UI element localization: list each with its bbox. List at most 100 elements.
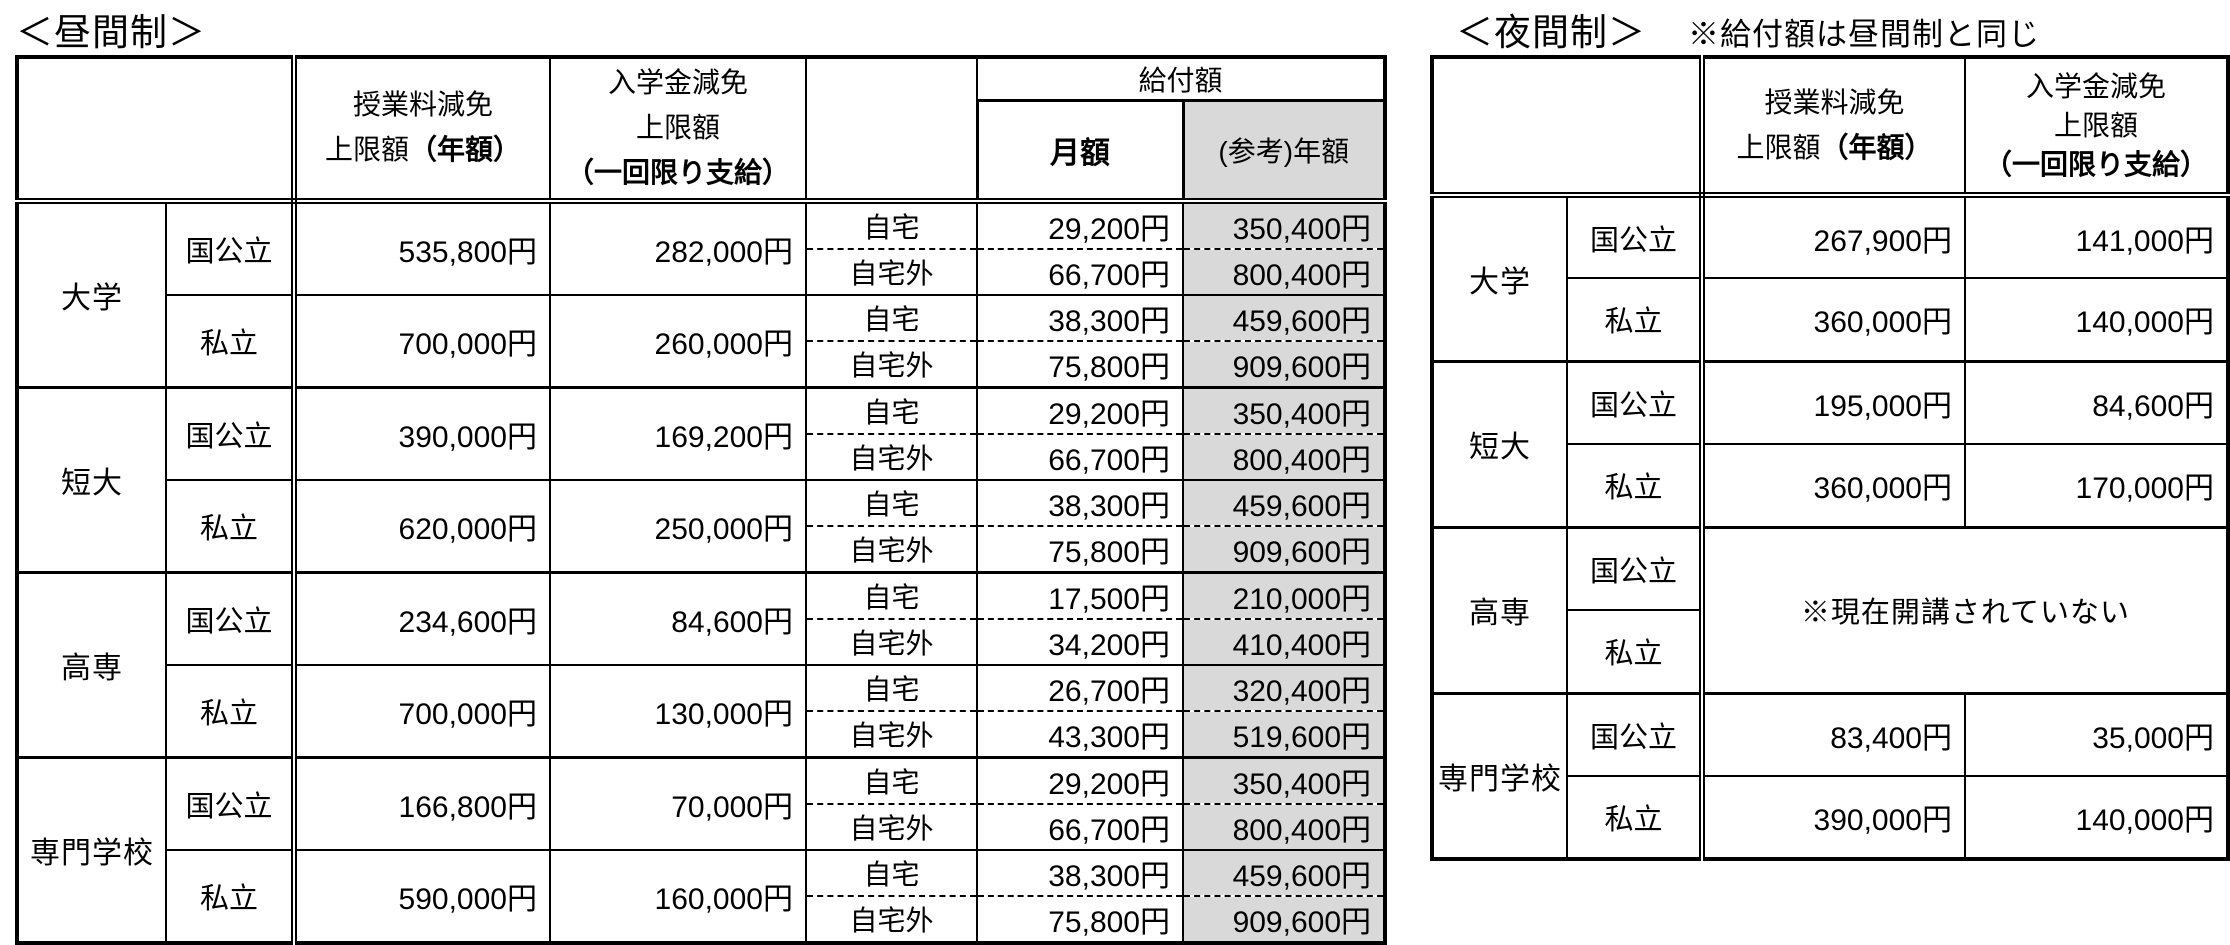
- tuition-cap-cell: 234,600円: [293, 571, 551, 666]
- residence-label-cell: 自宅: [805, 663, 978, 712]
- admission-cap-cell: 260,000円: [549, 293, 807, 389]
- not-offered-note-cell: ※現在開講されていない: [1701, 526, 2229, 695]
- school-type-cell: 私立: [1566, 775, 1705, 861]
- residence-label-cell: 自宅: [805, 386, 978, 435]
- school-type-cell: 国公立: [165, 199, 297, 296]
- tuition-cap-cell: 360,000円: [1701, 443, 1966, 529]
- school-type-cell: 私立: [165, 663, 297, 759]
- annual-amount-cell: 410,400円: [1181, 618, 1387, 666]
- monthly-amount-cell: 38,300円: [976, 293, 1184, 342]
- admission-cap-header: 入学金減免 上限額 （一回限り支給）: [1964, 56, 2229, 198]
- category-cell: 高専: [16, 571, 167, 759]
- admission-cap-cell: 282,000円: [549, 199, 807, 296]
- admission-cap-cell: 141,000円: [1964, 194, 2229, 279]
- tuition-cap-cell: 590,000円: [293, 848, 551, 944]
- tuition-cap-cell: 700,000円: [293, 663, 551, 759]
- school-type-cell: 私立: [1566, 443, 1705, 529]
- category-cell: 短大: [1431, 360, 1568, 529]
- annual-amount-cell: 350,400円: [1181, 199, 1387, 250]
- monthly-amount-cell: 29,200円: [976, 756, 1184, 805]
- admission-cap-cell: 70,000円: [549, 756, 807, 851]
- admission-cap-cell: 160,000円: [549, 848, 807, 944]
- annual-amount-cell: 800,400円: [1181, 248, 1387, 296]
- monthly-amount-cell: 17,500円: [976, 571, 1184, 620]
- tuition-cap-header-bold: （年額）: [409, 134, 522, 166]
- annual-amount-cell: 350,400円: [1181, 386, 1387, 435]
- school-type-cell: 私立: [1566, 609, 1705, 695]
- annual-amount-cell: 519,600円: [1181, 710, 1387, 759]
- residence-label-cell: 自宅: [805, 756, 978, 805]
- school-type-cell: 国公立: [1566, 526, 1705, 611]
- residence-label-cell: 自宅外: [805, 248, 978, 296]
- tuition-cap-cell: 195,000円: [1701, 360, 1966, 445]
- monthly-amount-cell: 38,300円: [976, 848, 1184, 897]
- benefit-header: 給付額: [975, 56, 1387, 102]
- tuition-cap-cell: 390,000円: [1701, 775, 1966, 861]
- category-cell: 大学: [1431, 194, 1568, 363]
- admission-cap-cell: 84,600円: [549, 571, 807, 666]
- residence-label-cell: 自宅外: [805, 803, 978, 851]
- category-cell: 短大: [16, 386, 167, 574]
- admission-cap-header: 入学金減免 上限額 （一回限り支給）: [549, 56, 807, 204]
- tuition-cap-header: 授業料減免 上限額（年額）: [293, 56, 551, 204]
- benefit-same-note: ※給付額は昼間制と同じ: [1688, 17, 2040, 52]
- admission-cap-header-line1: 入学金減免: [607, 67, 748, 99]
- annual-amount-cell: 800,400円: [1181, 803, 1387, 851]
- annual-ref-header: (参考)年額: [1181, 99, 1387, 204]
- tuition-cap-header-line2: 上限額: [324, 134, 409, 166]
- admission-cap-header-line2: 上限額: [635, 111, 720, 143]
- admission-cap-cell: 250,000円: [549, 478, 807, 574]
- tuition-cap-header-line1: 授業料減免: [352, 89, 493, 121]
- monthly-amount-cell: 66,700円: [976, 433, 1184, 481]
- monthly-amount-cell: 43,300円: [976, 710, 1184, 759]
- tuition-cap-cell: 620,000円: [293, 478, 551, 574]
- residence-label-cell: 自宅外: [805, 340, 978, 389]
- admission-cap-cell: 35,000円: [1964, 692, 2229, 777]
- residence-label-cell: 自宅: [805, 293, 978, 342]
- annual-amount-cell: 320,400円: [1181, 663, 1387, 712]
- annual-amount-cell: 909,600円: [1181, 340, 1387, 389]
- annual-amount-cell: 909,600円: [1181, 525, 1387, 574]
- tuition-cap-header-line1: 授業料減免: [1764, 86, 1905, 118]
- annual-amount-cell: 210,000円: [1181, 571, 1387, 620]
- admission-cap-header-line2: 上限額: [2053, 109, 2138, 141]
- school-type-cell: 私立: [165, 848, 297, 944]
- monthly-amount-cell: 75,800円: [976, 895, 1184, 944]
- residence-label-cell: 自宅: [805, 199, 978, 250]
- admission-cap-cell: 170,000円: [1964, 443, 2229, 529]
- annual-amount-cell: 459,600円: [1181, 293, 1387, 342]
- school-type-cell: 国公立: [165, 756, 297, 851]
- admission-cap-cell: 130,000円: [549, 663, 807, 759]
- nighttime-title: ＜夜間制＞: [1456, 12, 1646, 53]
- tuition-cap-header-line2: 上限額: [1736, 131, 1821, 163]
- tuition-cap-header-bold: （年額）: [1820, 131, 1933, 163]
- tuition-cap-cell: 267,900円: [1701, 194, 1966, 279]
- header-empty-cell: [1431, 56, 1705, 198]
- category-cell: 専門学校: [16, 756, 167, 944]
- school-type-cell: 国公立: [1566, 692, 1705, 777]
- tuition-cap-cell: 83,400円: [1701, 692, 1966, 777]
- monthly-header: 月額: [975, 99, 1185, 204]
- annual-amount-cell: 350,400円: [1181, 756, 1387, 805]
- category-cell: 専門学校: [1431, 692, 1568, 861]
- category-cell: 高専: [1431, 526, 1568, 695]
- school-type-cell: 私立: [1566, 277, 1705, 363]
- daytime-table: 授業料減免 上限額（年額） 入学金減免 上限額 （一回限り支給） 給付額 月額 …: [15, 55, 1388, 945]
- annual-amount-cell: 459,600円: [1181, 478, 1387, 527]
- residence-label-cell: 自宅: [805, 571, 978, 620]
- admission-cap-header-line1: 入学金減免: [2025, 70, 2166, 102]
- header-empty-cell: [16, 56, 297, 204]
- daytime-title: ＜昼間制＞: [16, 12, 206, 53]
- residence-label-cell: 自宅外: [805, 618, 978, 666]
- school-type-cell: 私立: [165, 478, 297, 574]
- school-type-cell: 国公立: [165, 571, 297, 666]
- tuition-cap-cell: 700,000円: [293, 293, 551, 389]
- admission-cap-cell: 84,600円: [1964, 360, 2229, 445]
- annual-amount-cell: 459,600円: [1181, 848, 1387, 897]
- admission-cap-header-bold: （一回限り支給）: [565, 156, 790, 188]
- monthly-amount-cell: 66,700円: [976, 248, 1184, 296]
- school-type-cell: 私立: [165, 293, 297, 389]
- admission-cap-cell: 140,000円: [1964, 277, 2229, 363]
- monthly-amount-cell: 38,300円: [976, 478, 1184, 527]
- admission-cap-cell: 140,000円: [1964, 775, 2229, 861]
